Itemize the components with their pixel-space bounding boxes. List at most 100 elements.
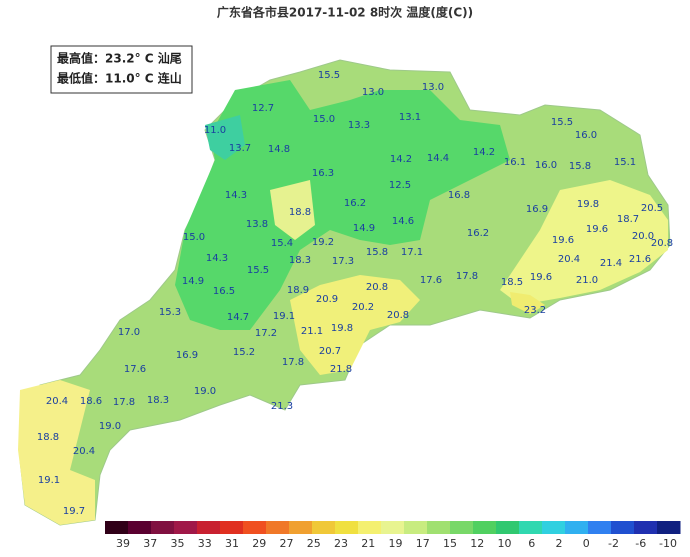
station-value: 17.8 — [282, 357, 304, 368]
legend-swatch — [358, 521, 382, 534]
station-value: 19.2 — [312, 237, 334, 248]
legend-swatch — [105, 521, 129, 534]
station-value: 15.1 — [614, 157, 636, 168]
station-value: 14.9 — [182, 276, 204, 287]
max-label: 最高值：23.2° C 汕尾 — [57, 51, 182, 66]
station-value: 14.3 — [206, 253, 228, 264]
station-value: 16.0 — [535, 160, 557, 171]
station-value: 20.8 — [651, 238, 673, 249]
station-value: 12.7 — [252, 103, 274, 114]
station-value: 17.8 — [113, 397, 135, 408]
station-value: 14.4 — [427, 153, 449, 164]
station-value: 14.7 — [227, 312, 249, 323]
station-value: 20.8 — [387, 310, 409, 321]
station-value: 21.8 — [330, 364, 352, 375]
station-value: 20.4 — [558, 254, 580, 265]
legend-swatch — [588, 521, 612, 534]
station-value: 15.2 — [233, 347, 255, 358]
legend-swatch — [220, 521, 244, 534]
station-value: 14.2 — [473, 147, 495, 158]
legend-label: 29 — [252, 537, 266, 550]
station-value: 19.6 — [530, 272, 552, 283]
station-value: 17.0 — [118, 327, 140, 338]
station-value: 16.8 — [448, 190, 470, 201]
station-value: 14.8 — [268, 144, 290, 155]
legend-label: -2 — [608, 537, 619, 550]
legend-label: -6 — [635, 537, 646, 550]
station-value: 17.1 — [401, 247, 423, 258]
legend-swatch — [381, 521, 405, 534]
station-value: 15.8 — [366, 247, 388, 258]
station-value: 15.0 — [183, 232, 205, 243]
station-value: 18.7 — [617, 214, 639, 225]
station-value: 15.5 — [551, 117, 573, 128]
station-value: 21.0 — [576, 275, 598, 286]
legend-swatch — [174, 521, 198, 534]
legend-swatch — [496, 521, 520, 534]
station-layer: 15.513.0 13.012.715.013.313.1 15.516.011.0… — [37, 70, 673, 517]
station-value: 17.3 — [332, 256, 354, 267]
station-value: 18.8 — [37, 432, 59, 443]
legend-swatch — [565, 521, 589, 534]
legend-label: 0 — [583, 537, 590, 550]
station-value: 19.7 — [63, 506, 85, 517]
station-value: 18.3 — [147, 395, 169, 406]
station-value: 21.3 — [271, 401, 293, 412]
station-value: 14.3 — [225, 190, 247, 201]
legend: 39 37 35 33 31 29 27 25 23 21 19 17 15 12 10 6 2 0 -2 -6 -10 — [105, 521, 681, 550]
min-label: 最低值：11.0° C 连山 — [57, 71, 182, 86]
legend-label: 12 — [470, 537, 484, 550]
legend-label: 10 — [498, 537, 512, 550]
station-value: 20.2 — [352, 302, 374, 313]
station-value: 20.7 — [319, 346, 341, 357]
legend-label: 2 — [556, 537, 563, 550]
station-value: 16.0 — [575, 130, 597, 141]
legend-swatch — [128, 521, 152, 534]
legend-label: 33 — [198, 537, 212, 550]
station-value: 18.8 — [289, 207, 311, 218]
legend-swatch — [335, 521, 359, 534]
legend-swatch — [542, 521, 566, 534]
station-value: 18.5 — [501, 277, 523, 288]
legend-label: 21 — [361, 537, 375, 550]
station-value: 13.7 — [229, 143, 251, 154]
station-value: 14.9 — [353, 223, 375, 234]
station-value: 21.4 — [600, 258, 622, 269]
legend-label: 37 — [143, 537, 157, 550]
station-value: 16.9 — [526, 204, 548, 215]
station-value: 12.5 — [389, 180, 411, 191]
station-value: 15.4 — [271, 238, 293, 249]
station-value: 13.3 — [348, 120, 370, 131]
station-value: 15.8 — [569, 161, 591, 172]
station-value: 19.6 — [586, 224, 608, 235]
legend-label: 23 — [334, 537, 348, 550]
legend-label: 17 — [416, 537, 430, 550]
station-value: 20.9 — [316, 294, 338, 305]
station-value: 16.3 — [312, 168, 334, 179]
station-value: 20.5 — [641, 203, 663, 214]
station-value: 19.0 — [99, 421, 121, 432]
station-value: 17.6 — [124, 364, 146, 375]
legend-label: 15 — [443, 537, 457, 550]
legend-label: 31 — [225, 537, 239, 550]
station-value: 19.8 — [331, 323, 353, 334]
legend-label: 19 — [389, 537, 403, 550]
legend-swatch — [427, 521, 451, 534]
legend-label: -10 — [659, 537, 677, 550]
legend-swatch — [634, 521, 658, 534]
legend-swatch — [657, 521, 681, 534]
legend-swatch — [197, 521, 221, 534]
legend-swatch — [151, 521, 175, 534]
station-value: 16.2 — [344, 198, 366, 209]
station-value: 17.8 — [456, 271, 478, 282]
station-value: 16.1 — [504, 157, 526, 168]
station-value: 15.3 — [159, 307, 181, 318]
station-value: 15.5 — [247, 265, 269, 276]
station-value: 19.0 — [194, 386, 216, 397]
legend-swatch — [473, 521, 497, 534]
station-value: 18.9 — [287, 285, 309, 296]
legend-label: 39 — [116, 537, 130, 550]
station-value: 17.2 — [255, 328, 277, 339]
